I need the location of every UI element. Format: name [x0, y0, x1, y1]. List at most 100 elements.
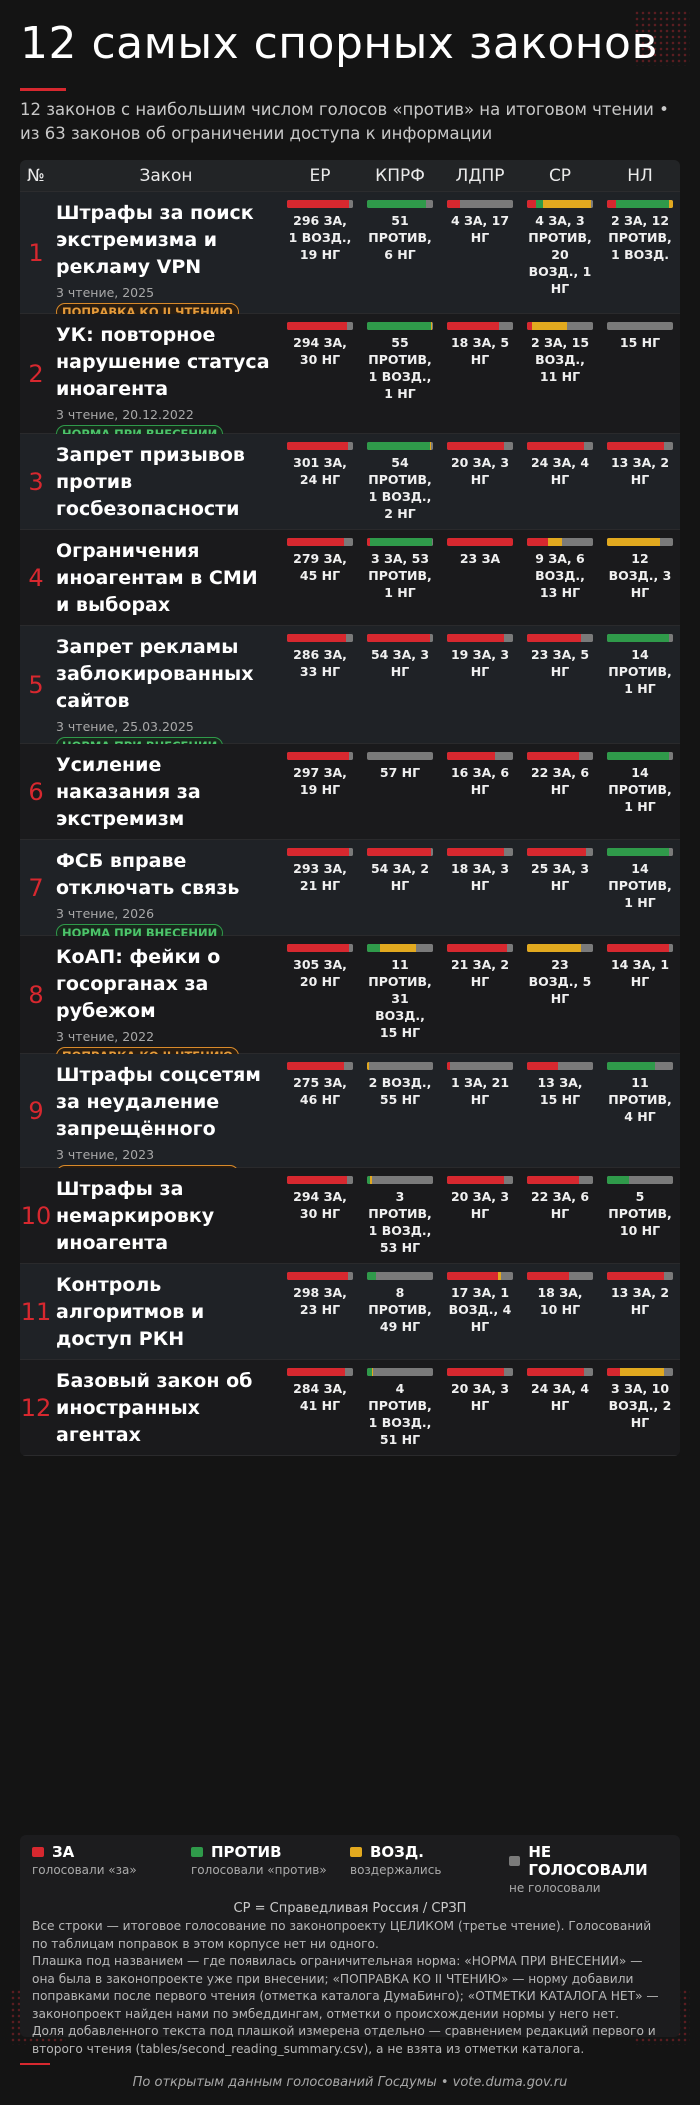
vote-bar-segment — [349, 200, 353, 208]
vote-bar — [607, 322, 673, 330]
row-number: 10 — [20, 1201, 52, 1230]
vote-bar-segment — [367, 1272, 377, 1280]
legend-note: Плашка под названием — где появилась огр… — [32, 1954, 659, 2021]
vote-bar-segment — [367, 1062, 370, 1070]
vote-cell-sr: 22 ЗА, 6 НГ — [520, 1168, 600, 1263]
row-number: 6 — [28, 777, 44, 806]
vote-bar-segment — [367, 1176, 371, 1184]
legend-item: ЗА голосовали «за» — [32, 1843, 191, 1895]
vote-cell-nl: 14 ПРОТИВ, 1 НГ — [600, 744, 680, 839]
vote-label: 5 ПРОТИВ, 10 НГ — [608, 1189, 672, 1238]
vote-cell-er: 279 ЗА, 45 НГ — [280, 530, 360, 625]
vote-bar — [367, 1272, 433, 1280]
table-row: 6 Усиление наказания за экстремизм3 чтени… — [20, 744, 680, 873]
vote-cell-er: 286 ЗА, 33 НГ — [280, 626, 360, 743]
vote-bar-segment — [655, 1062, 673, 1070]
vote-bar-segment — [527, 538, 549, 546]
vote-cell-er: 294 ЗА, 30 НГ — [280, 1168, 360, 1263]
vote-bar-segment — [585, 848, 593, 856]
vote-bar-segment — [504, 442, 513, 450]
vote-bar-segment — [498, 322, 513, 330]
vote-bar-segment — [367, 944, 380, 952]
vote-bar-segment — [429, 442, 431, 450]
row-number: 11 — [20, 1297, 52, 1326]
header-party-nl: НЛ — [627, 165, 653, 186]
vote-cell-kprf: 3 ЗА, 53 ПРОТИВ, 1 НГ — [360, 530, 440, 625]
vote-bar-segment — [590, 200, 593, 208]
table-row: 2 УК: повторное нарушение статуса иноаген… — [20, 314, 680, 443]
law-cell: Штрафы за поиск экстремизма и рекламу VP… — [52, 192, 280, 350]
legend-item: ПРОТИВ голосовали «против» — [191, 1843, 350, 1895]
legend-item-head: ПРОТИВ — [191, 1843, 350, 1861]
vote-label: 279 ЗА, 45 НГ — [293, 551, 347, 583]
table-row: 3 Запрет призывов против госбезопасности 3… — [20, 434, 680, 563]
vote-label: 20 ЗА, 3 НГ — [450, 1189, 510, 1221]
vote-bar — [447, 200, 513, 208]
vote-bar-segment — [348, 1272, 353, 1280]
vote-label: 301 ЗА, 24 НГ — [293, 455, 347, 487]
vote-bar-segment — [447, 848, 504, 856]
vote-label: 293 ЗА, 21 НГ — [293, 861, 347, 893]
vote-bar — [447, 538, 513, 546]
row-number: 8 — [28, 980, 44, 1009]
legend-notes: Все строки — итоговое голосование по зак… — [32, 1918, 668, 2058]
vote-label: 14 ПРОТИВ, 1 НГ — [608, 647, 672, 696]
vote-bar — [287, 848, 353, 856]
vote-bar-segment — [664, 1272, 673, 1280]
vote-bar-segment — [607, 1368, 621, 1376]
vote-bar-segment — [447, 1176, 505, 1184]
vote-bar-segment — [607, 200, 616, 208]
vote-label: 23 ЗА, 5 НГ — [530, 647, 590, 679]
vote-bar — [287, 200, 353, 208]
law-date: 3 чтение, 2022 — [56, 1453, 276, 1456]
vote-bar — [287, 322, 353, 330]
row-number: 7 — [28, 873, 44, 902]
law-name: Усиление наказания за экстремизм — [56, 754, 201, 830]
vote-bar — [367, 634, 433, 642]
vote-cell-sr: 18 ЗА, 10 НГ — [520, 1264, 600, 1359]
vote-bar-segment — [287, 1062, 344, 1070]
vote-bar — [287, 1176, 353, 1184]
vote-cell-nl: 11 ПРОТИВ, 4 НГ — [600, 1054, 680, 1167]
header-party-ldpr: ЛДПР — [455, 165, 505, 186]
table-row: 7 ФСБ вправе отключать связь 3 чтение, 202… — [20, 840, 680, 942]
vote-bar — [527, 538, 593, 546]
vote-bar-segment — [607, 322, 673, 330]
vote-bar — [607, 1368, 673, 1376]
footer-source: По открытым данным голосований Госдумы •… — [132, 2075, 568, 2090]
vote-label: 3 ЗА, 53 ПРОТИВ, 1 НГ — [368, 551, 432, 600]
table-row: 8 КоАП: фейки о госорганах за рубежом 3 чт… — [20, 936, 680, 1094]
law-cell: Запрет призывов против госбезопасности3 … — [52, 434, 280, 563]
vote-cell-er: 275 ЗА, 46 НГ — [280, 1054, 360, 1167]
row-number: 2 — [28, 359, 44, 388]
vote-cell-nl: 3 ЗА, 10 ВОЗД., 2 НГ — [600, 1360, 680, 1455]
law-name: ФСБ вправе отключать связь — [56, 850, 240, 899]
vote-cell-kprf: 8 ПРОТИВ, 49 НГ — [360, 1264, 440, 1359]
legend-note: Доля добавленного текста под плашкой изм… — [32, 2024, 656, 2056]
law-date: 3 чтение, 2022 — [56, 1029, 155, 1044]
vote-bar — [527, 1272, 593, 1280]
legend-item: ВОЗД. воздержались — [350, 1843, 509, 1895]
vote-bar-segment — [503, 848, 513, 856]
vote-bar-segment — [607, 944, 669, 952]
vote-cell-ldpr: 21 ЗА, 2 НГ — [440, 936, 520, 1053]
vote-bar-segment — [620, 1368, 665, 1376]
vote-bar-segment — [607, 848, 669, 856]
vote-bar — [607, 752, 673, 760]
vote-bar-segment — [668, 200, 673, 208]
table-row: 1 Штрафы за поиск экстремизма и рекламу V… — [20, 192, 680, 350]
vote-bar-segment — [668, 944, 673, 952]
legend-swatch — [32, 1847, 44, 1857]
vote-bar — [367, 1062, 433, 1070]
law-cell: Ограничения иноагентам в СМИ и выборах3 … — [52, 530, 280, 659]
vote-label: 13 ЗА, 2 НГ — [610, 1285, 670, 1317]
vote-bar-segment — [527, 1272, 570, 1280]
vote-label: 14 ЗА, 1 НГ — [610, 957, 670, 989]
table-row: 5 Запрет рекламы заблокированных сайтов 3 … — [20, 626, 680, 755]
vote-bar-segment — [607, 1176, 629, 1184]
vote-bar — [367, 944, 433, 952]
vote-bar-segment — [664, 1368, 673, 1376]
vote-bar — [367, 538, 433, 546]
